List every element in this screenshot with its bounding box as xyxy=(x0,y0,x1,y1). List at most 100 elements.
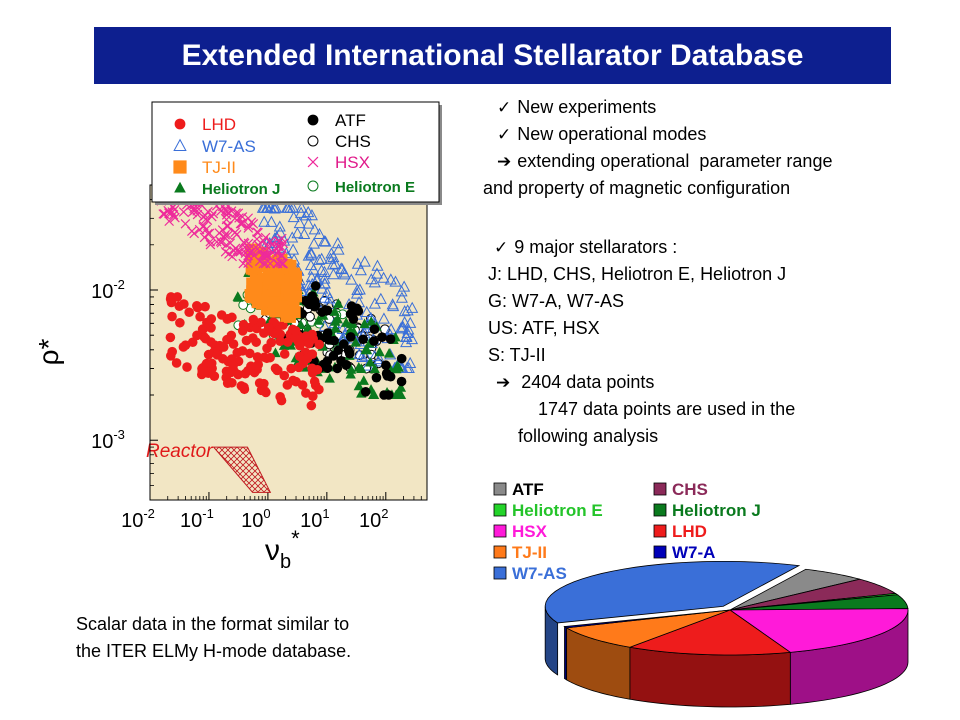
bullet-line: ✓ New experiments xyxy=(483,94,832,121)
pie-legend-label: HSX xyxy=(512,522,548,541)
scatter-point xyxy=(305,209,318,221)
scatter-point xyxy=(244,289,257,302)
scatter-point xyxy=(402,323,415,335)
scatter-point xyxy=(389,275,402,287)
scatter-point xyxy=(368,297,381,309)
scatter-point xyxy=(192,330,202,341)
scatter-point xyxy=(301,331,311,342)
legend-label: Heliotron J xyxy=(202,181,280,198)
scatter-point xyxy=(315,252,328,264)
scatter-point xyxy=(200,333,211,344)
scatter-point xyxy=(273,220,286,232)
scatter-point xyxy=(273,241,283,252)
scatter-point xyxy=(245,348,255,359)
scatter-point xyxy=(365,356,376,367)
scatter-point xyxy=(353,306,364,316)
legend-marker xyxy=(307,114,319,126)
scatter-point xyxy=(341,360,352,370)
scatter-point xyxy=(283,288,296,301)
scatter-point xyxy=(231,229,242,240)
scatter-point xyxy=(241,243,252,254)
scatter-point xyxy=(195,311,205,322)
bottom-note: Scalar data in the format similar to the… xyxy=(76,611,351,665)
scatter-point xyxy=(291,227,304,239)
scatter-point xyxy=(400,330,413,342)
scatter-point xyxy=(368,276,381,288)
scatter-point xyxy=(377,271,390,283)
legend-marker xyxy=(307,135,319,147)
scatter-point xyxy=(338,268,351,280)
check-icon: ✓ xyxy=(494,238,509,257)
pie-slice xyxy=(628,609,792,656)
bullet-text: J: LHD, CHS, Heliotron E, Heliotron J xyxy=(488,264,787,284)
scatter-point xyxy=(393,389,404,399)
scatter-point xyxy=(404,356,417,369)
pie-slice xyxy=(563,609,731,629)
x-tick-label: 102 xyxy=(359,506,388,532)
scatter-point xyxy=(327,268,340,280)
scatter-point xyxy=(379,390,389,400)
scatter-point xyxy=(374,292,387,304)
pie-legend-swatch xyxy=(653,482,667,496)
bullet-text: following analysis xyxy=(518,426,659,446)
pie-legend-label: Heliotron E xyxy=(512,501,603,520)
scatter-point xyxy=(309,296,320,306)
x-axis-label: νb* xyxy=(265,526,300,573)
scatter-point xyxy=(332,243,345,255)
scatter-point xyxy=(261,250,271,261)
scatter-point xyxy=(262,241,273,252)
scatter-point xyxy=(302,249,315,261)
scatter-point xyxy=(297,380,308,390)
arrow-right-icon: ➔ xyxy=(496,373,511,392)
bullet-line: and property of magnetic configuration xyxy=(483,175,832,202)
scatter-point xyxy=(393,361,404,372)
scatter-point xyxy=(345,273,358,285)
bullet-text: G: W7-A, W7-AS xyxy=(488,291,625,311)
scatter-point xyxy=(187,226,197,237)
legend-label: CHS xyxy=(335,132,371,151)
scatter-point xyxy=(261,387,271,398)
scatter-point xyxy=(197,363,207,374)
scatter-point xyxy=(252,352,263,362)
scatter-point xyxy=(222,378,233,389)
bullet-text: extending operational parameter range xyxy=(517,151,833,171)
scatter-point xyxy=(307,349,318,360)
scatter-point xyxy=(315,264,328,276)
scatter-point xyxy=(304,259,317,271)
scatter-point xyxy=(275,300,288,313)
scatter-point xyxy=(245,262,258,275)
scatter-point xyxy=(371,372,382,383)
scatter-point xyxy=(333,298,344,308)
scatter-point xyxy=(171,358,182,368)
scatter-point xyxy=(319,235,332,247)
scatter-point xyxy=(205,239,216,250)
scatter-point xyxy=(338,339,349,349)
scatter-point xyxy=(262,343,272,354)
scatter-point xyxy=(369,336,379,346)
scatter-point xyxy=(164,216,174,227)
page-title: Extended International Stellarator Datab… xyxy=(94,27,891,84)
scatter-point xyxy=(201,224,212,235)
pie-legend-label: TJ-II xyxy=(512,543,547,562)
legend-label: TJ-II xyxy=(202,158,236,177)
scatter-point xyxy=(226,206,237,216)
scatter-point xyxy=(313,253,326,265)
scatter-point xyxy=(325,247,338,259)
scatter-point xyxy=(172,292,183,302)
scatter-point xyxy=(314,384,324,395)
scatter-point xyxy=(310,281,321,291)
scatter-point xyxy=(258,236,269,246)
legend-marker xyxy=(307,156,319,168)
scatter-point xyxy=(368,389,379,399)
pie-legend-swatch xyxy=(493,482,507,496)
scatter-point xyxy=(202,317,212,328)
scatter-point xyxy=(258,201,271,213)
scatter-point xyxy=(286,299,299,312)
y-tick-label: 10-2 xyxy=(91,277,125,303)
scatter-point xyxy=(294,351,305,361)
scatter-point xyxy=(295,201,308,213)
scatter-point xyxy=(354,264,367,276)
pie-slice-side xyxy=(629,646,791,708)
pie-legend-swatch xyxy=(493,503,507,517)
scatter-point xyxy=(293,216,306,229)
